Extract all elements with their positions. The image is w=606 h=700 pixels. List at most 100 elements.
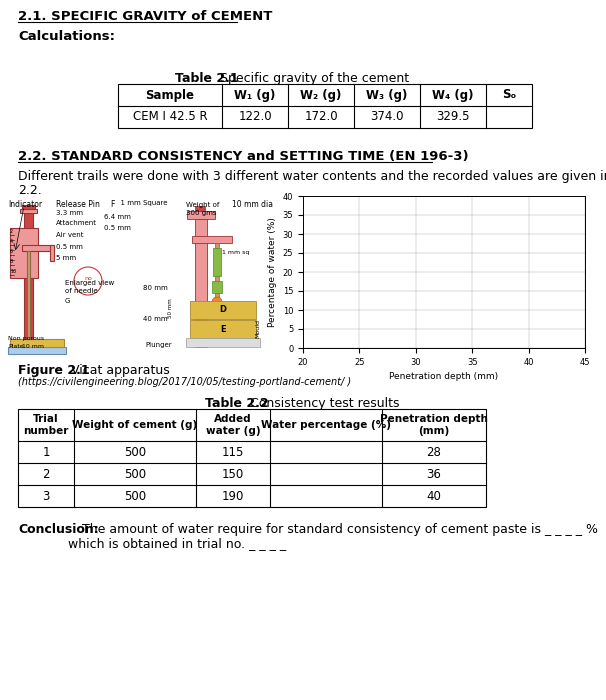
Text: of needle: of needle bbox=[65, 288, 98, 294]
Bar bbox=[10, 339, 64, 347]
Text: 36: 36 bbox=[427, 468, 441, 480]
Bar bbox=[18, 409, 486, 507]
Text: Plunger: Plunger bbox=[145, 342, 171, 348]
Bar bbox=[195, 219, 207, 347]
Text: 115: 115 bbox=[222, 445, 244, 458]
Text: 10 mm dia: 10 mm dia bbox=[232, 200, 273, 209]
Text: 122.0: 122.0 bbox=[238, 111, 272, 123]
Bar bbox=[22, 205, 35, 209]
Text: 0.5 mm: 0.5 mm bbox=[104, 225, 131, 231]
Text: W₄ (g): W₄ (g) bbox=[432, 88, 474, 102]
Text: Mould: Mould bbox=[256, 318, 261, 337]
Text: 2.2. STANDARD CONSISTENCY and SETTING TIME (EN 196-3): 2.2. STANDARD CONSISTENCY and SETTING TI… bbox=[18, 150, 468, 163]
Bar bbox=[27, 251, 30, 339]
Text: 500: 500 bbox=[124, 468, 146, 480]
Text: 190: 190 bbox=[222, 489, 244, 503]
Text: 8: 8 bbox=[10, 259, 13, 264]
Text: Table 2.1: Table 2.1 bbox=[175, 72, 239, 85]
Bar bbox=[20, 209, 37, 213]
Text: Specific gravity of the cement: Specific gravity of the cement bbox=[216, 72, 409, 85]
Text: 172.0: 172.0 bbox=[304, 111, 338, 123]
Text: E: E bbox=[220, 325, 226, 333]
Text: 374.0: 374.0 bbox=[370, 111, 404, 123]
Bar bbox=[187, 211, 215, 219]
Text: 2: 2 bbox=[10, 229, 13, 234]
Text: Different trails were done with 3 different water contents and the recorded valu: Different trails were done with 3 differ… bbox=[18, 170, 606, 183]
Text: Weight of cement (g): Weight of cement (g) bbox=[72, 420, 198, 430]
Text: 150: 150 bbox=[222, 468, 244, 480]
Text: Table 2.2: Table 2.2 bbox=[205, 397, 268, 410]
Bar bbox=[50, 245, 54, 261]
Bar bbox=[192, 236, 232, 243]
Text: Penetration depth
(mm): Penetration depth (mm) bbox=[380, 414, 488, 436]
Text: 2.2.: 2.2. bbox=[18, 184, 42, 197]
Text: Sample: Sample bbox=[145, 88, 195, 102]
Text: The amount of water require for standard consistency of cement paste is _ _ _ _ : The amount of water require for standard… bbox=[82, 523, 598, 536]
X-axis label: Penetration depth (mm): Penetration depth (mm) bbox=[390, 372, 499, 382]
Bar bbox=[213, 248, 221, 276]
Bar bbox=[24, 211, 33, 339]
Text: Release Pin: Release Pin bbox=[56, 200, 100, 209]
Bar bbox=[215, 243, 219, 301]
Text: W₁ (g): W₁ (g) bbox=[235, 88, 276, 102]
Text: 4: 4 bbox=[10, 239, 13, 244]
Text: 40 mm: 40 mm bbox=[143, 316, 168, 322]
Bar bbox=[118, 84, 532, 128]
Text: 6: 6 bbox=[10, 249, 13, 254]
Text: (https://civilengineering.blog/2017/10/05/testing-portland-cement/ ): (https://civilengineering.blog/2017/10/0… bbox=[18, 377, 351, 387]
Y-axis label: Percentage of water (%): Percentage of water (%) bbox=[268, 217, 277, 327]
Text: Vicat apparatus: Vicat apparatus bbox=[67, 364, 170, 377]
Text: 80 mm: 80 mm bbox=[143, 285, 168, 291]
Text: 10: 10 bbox=[10, 269, 16, 274]
Bar bbox=[212, 281, 222, 293]
Text: Calculations:: Calculations: bbox=[18, 30, 115, 43]
Text: Figure 2.1: Figure 2.1 bbox=[18, 364, 90, 377]
Text: Enlarged view: Enlarged view bbox=[65, 280, 115, 286]
Text: no: no bbox=[84, 276, 92, 281]
Text: Sₒ: Sₒ bbox=[502, 88, 516, 102]
Text: 500: 500 bbox=[124, 489, 146, 503]
Text: F: F bbox=[110, 200, 115, 209]
Text: 1 mm Square: 1 mm Square bbox=[116, 200, 167, 206]
Text: 500: 500 bbox=[124, 445, 146, 458]
Text: 40: 40 bbox=[427, 489, 441, 503]
Circle shape bbox=[212, 297, 222, 307]
Bar bbox=[22, 245, 54, 251]
Text: 28: 28 bbox=[427, 445, 441, 458]
Text: Weight of: Weight of bbox=[186, 202, 219, 208]
Text: 2: 2 bbox=[42, 468, 50, 480]
Text: 329.5: 329.5 bbox=[436, 111, 470, 123]
Text: W₂ (g): W₂ (g) bbox=[301, 88, 342, 102]
Text: 3.3 mm: 3.3 mm bbox=[56, 210, 83, 216]
Text: 3: 3 bbox=[42, 489, 50, 503]
Text: Attachment: Attachment bbox=[56, 220, 97, 226]
Text: CEM I 42.5 R: CEM I 42.5 R bbox=[133, 111, 207, 123]
Bar bbox=[190, 301, 256, 319]
Text: Air vent: Air vent bbox=[56, 232, 84, 238]
Text: D: D bbox=[219, 305, 227, 314]
Text: G: G bbox=[65, 298, 70, 304]
Bar bbox=[10, 228, 38, 278]
Text: 300 gms: 300 gms bbox=[186, 210, 216, 216]
Text: 1 mm sq: 1 mm sq bbox=[222, 250, 250, 255]
Text: Water percentage (%): Water percentage (%) bbox=[261, 420, 391, 430]
Text: 6.4 mm: 6.4 mm bbox=[104, 214, 131, 220]
Text: Trial
number: Trial number bbox=[23, 414, 68, 436]
Bar bbox=[190, 320, 256, 338]
Text: 50 mm: 50 mm bbox=[168, 298, 173, 318]
Text: 5 mm: 5 mm bbox=[56, 255, 76, 261]
Text: Added
water (g): Added water (g) bbox=[205, 414, 261, 436]
Bar bbox=[8, 347, 66, 354]
Bar bbox=[195, 206, 205, 211]
Text: Non porous: Non porous bbox=[8, 336, 44, 341]
Text: 1: 1 bbox=[42, 445, 50, 458]
Text: 0.5 mm: 0.5 mm bbox=[56, 244, 83, 250]
Text: 2.1. SPECIFIC GRAVITY of CEMENT: 2.1. SPECIFIC GRAVITY of CEMENT bbox=[18, 10, 272, 23]
Text: Indicator: Indicator bbox=[8, 200, 42, 209]
Text: W₃ (g): W₃ (g) bbox=[366, 88, 408, 102]
Text: Consistency test results: Consistency test results bbox=[246, 397, 399, 410]
Text: 10 mm: 10 mm bbox=[22, 344, 44, 349]
Bar bbox=[186, 338, 260, 347]
Text: which is obtained in trial no. _ _ _ _: which is obtained in trial no. _ _ _ _ bbox=[68, 537, 286, 550]
Text: Conclusion:: Conclusion: bbox=[18, 523, 99, 536]
